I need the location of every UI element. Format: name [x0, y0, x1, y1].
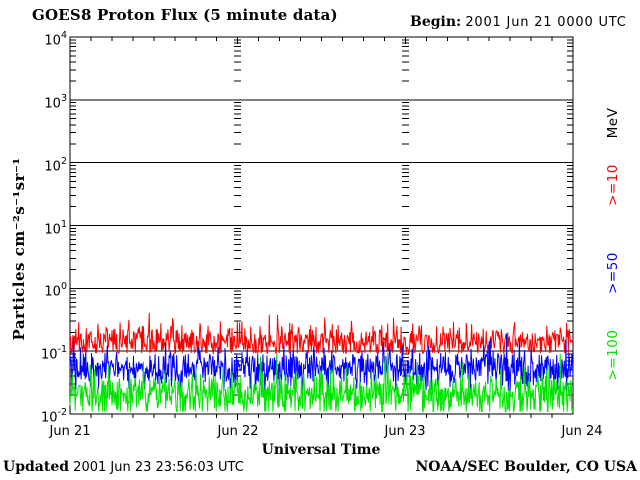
- begin-timestamp: Begin: 2001 Jun 21 0000 UTC: [410, 14, 627, 30]
- y-tick-1e0: 100: [44, 281, 67, 300]
- x-tick-jun-24: Jun 24: [561, 424, 603, 439]
- x-tick-jun-23: Jun 23: [384, 424, 426, 439]
- updated-value: 2001 Jun 23 23:56:03 UTC: [73, 460, 244, 475]
- y-tick-1e2: 102: [44, 156, 67, 175]
- updated-timestamp: Updated 2001 Jun 23 23:56:03 UTC: [3, 459, 244, 475]
- chart-title: GOES8 Proton Flux (5 minute data): [32, 6, 338, 24]
- y-tick-1e1: 101: [44, 219, 67, 238]
- begin-value: 2001 Jun 21 0000 UTC: [465, 15, 627, 30]
- x-tick-jun-22: Jun 22: [217, 424, 259, 439]
- series-100-trace: [69, 352, 574, 414]
- y-tick-1e3: 103: [44, 93, 67, 112]
- y-tick-1e4: 104: [44, 30, 67, 49]
- x-axis-title: Universal Time: [261, 442, 381, 458]
- series-10-trace: [69, 312, 574, 355]
- y-tick-1e-2: 10-2: [40, 407, 67, 426]
- series-label-100mev: >=100: [605, 329, 621, 381]
- begin-label: Begin:: [410, 14, 462, 30]
- x-tick-jun-21: Jun 21: [49, 424, 91, 439]
- y-tick-1e-1: 10-1: [40, 344, 67, 363]
- updated-label: Updated: [3, 459, 70, 475]
- credit-text: NOAA/SEC Boulder, CO USA: [415, 459, 638, 475]
